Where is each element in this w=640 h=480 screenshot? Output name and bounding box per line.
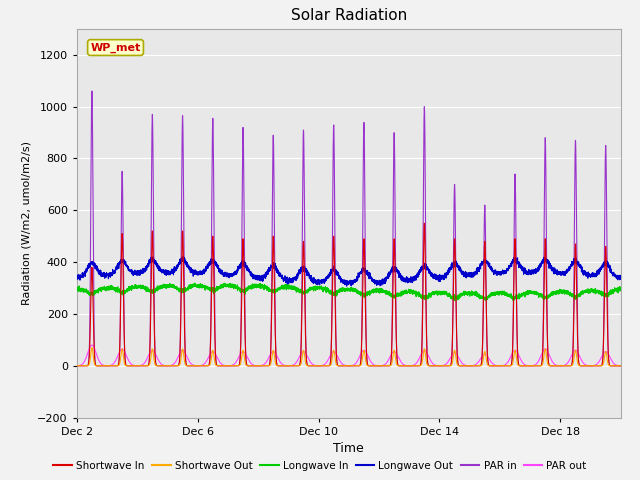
Text: WP_met: WP_met — [90, 42, 141, 53]
Y-axis label: Radiation (W/m2, umol/m2/s): Radiation (W/m2, umol/m2/s) — [22, 141, 32, 305]
Title: Solar Radiation: Solar Radiation — [291, 9, 407, 24]
X-axis label: Time: Time — [333, 442, 364, 455]
Legend: Shortwave In, Shortwave Out, Longwave In, Longwave Out, PAR in, PAR out: Shortwave In, Shortwave Out, Longwave In… — [49, 456, 591, 475]
